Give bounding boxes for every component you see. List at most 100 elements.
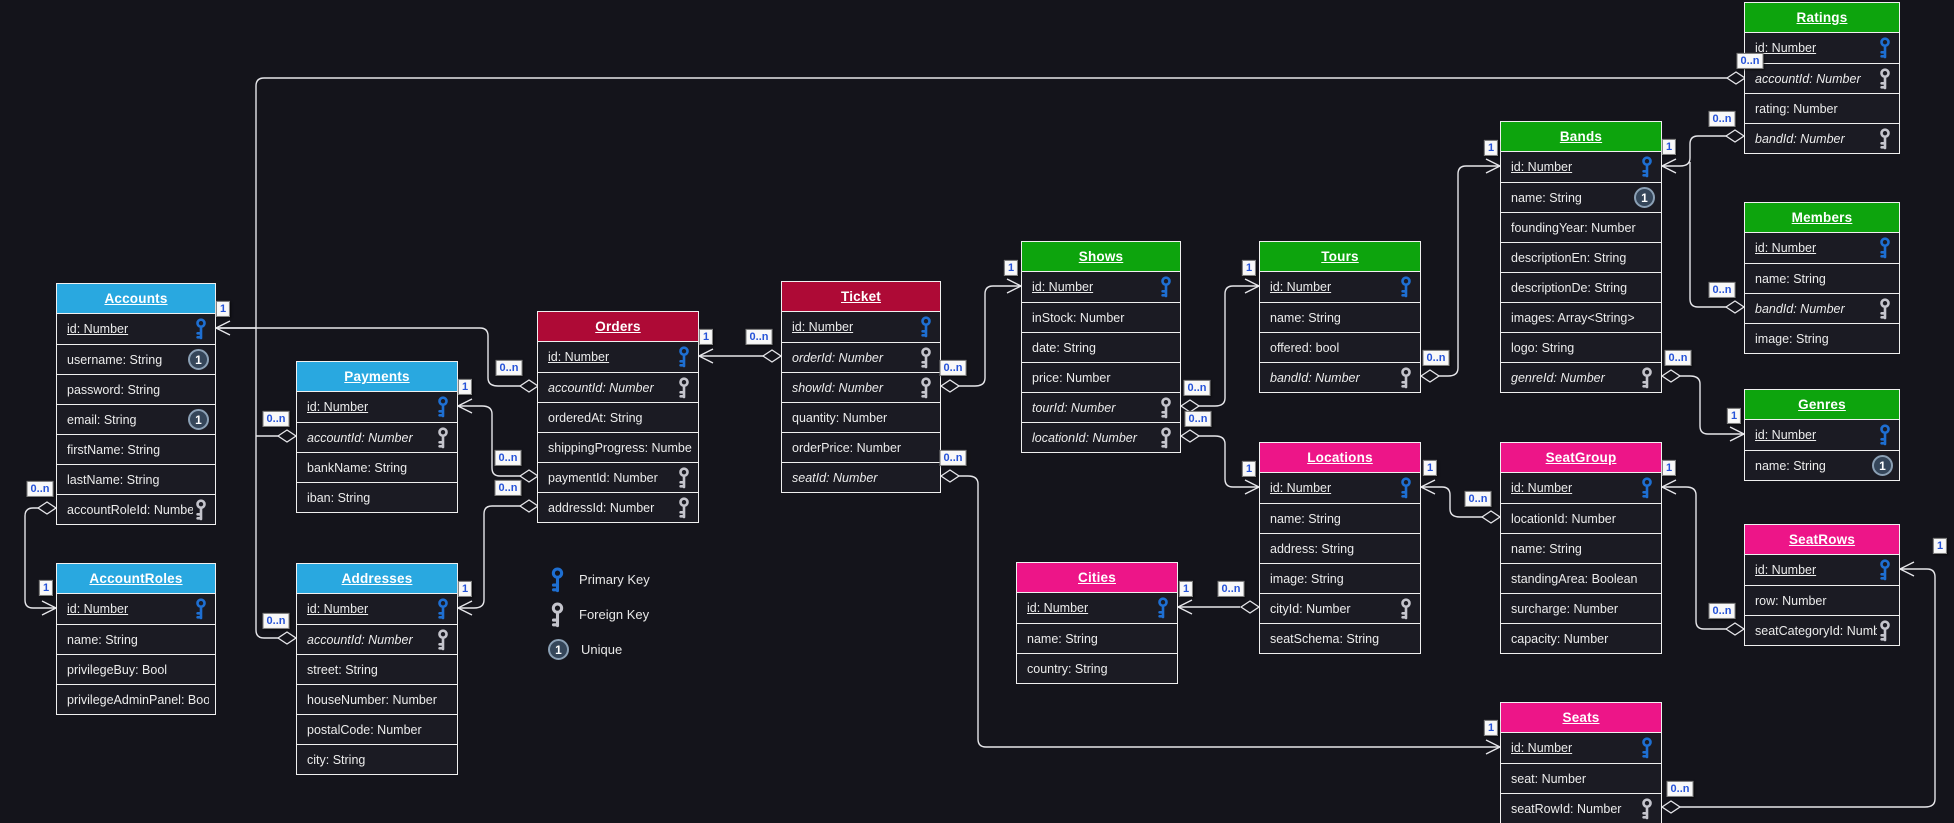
relationship-line xyxy=(1662,135,1727,167)
cardinality-label: 1 xyxy=(457,580,473,598)
field-label: name: String xyxy=(1511,541,1582,556)
field-label: id: Number xyxy=(1511,741,1573,755)
field-label: image: String xyxy=(1755,331,1829,346)
field-row: cityId: Number xyxy=(1260,593,1420,623)
field-label: id: Number xyxy=(1511,481,1573,495)
table-ticket[interactable]: Ticket id: Number orderId: Number showId… xyxy=(781,281,941,493)
field-row: genreId: Number xyxy=(1501,362,1661,392)
table-title: Orders xyxy=(595,319,641,334)
field-row: accountId: Number xyxy=(1745,63,1899,93)
field-label: addressId: Number xyxy=(548,500,655,515)
cardinality-diamond xyxy=(761,349,783,363)
table-ratings[interactable]: Ratings id: Number accountId: Number rat… xyxy=(1744,2,1900,154)
relationship-line xyxy=(1662,486,1727,630)
table-tours[interactable]: Tours id: Number name: String offered: bo… xyxy=(1259,241,1421,393)
table-title: Tours xyxy=(1321,249,1359,264)
field-label: seat: Number xyxy=(1511,771,1587,786)
table-rows: id: Number name: String 1 xyxy=(1745,420,1899,480)
table-bands[interactable]: Bands id: Number name: String 1 foundingYe… xyxy=(1500,121,1662,393)
table-rows: id: Number row: Number seatCategoryId: Nu… xyxy=(1745,555,1899,645)
table-seatrows[interactable]: SeatRows id: Number row: Number seatCateg… xyxy=(1744,524,1900,646)
cardinality-diamond xyxy=(1179,429,1201,443)
field-row: name: String xyxy=(57,624,215,654)
field-label: accountId: Number xyxy=(1755,71,1861,86)
table-accountroles[interactable]: AccountRoles id: Number name: String priv… xyxy=(56,563,216,715)
field-row: images: Array<String> xyxy=(1501,302,1661,332)
field-row: id: Number xyxy=(297,594,457,624)
table-title: Addresses xyxy=(341,571,413,586)
table-rows: id: Number name: String 1 foundingYear: Nu… xyxy=(1501,152,1661,392)
relationship-line xyxy=(1671,375,1744,435)
table-genres[interactable]: Genres id: Number name: String 1 xyxy=(1744,389,1900,481)
primary-key-icon xyxy=(1880,37,1890,59)
field-label: price: Number xyxy=(1032,370,1111,385)
table-header: Accounts xyxy=(57,284,215,314)
field-label: id: Number xyxy=(1270,280,1332,294)
legend-item: Primary Key xyxy=(548,562,650,597)
primary-key-icon xyxy=(1401,276,1411,298)
cardinality-label: 0..n xyxy=(745,328,773,346)
field-row: price: Number xyxy=(1022,362,1180,392)
foreign-key-icon xyxy=(1642,797,1652,819)
field-label: privilegeAdminPanel: Bool xyxy=(67,692,209,707)
field-label: rating: Number xyxy=(1755,101,1838,116)
table-seats[interactable]: Seats id: Number seat: Number seatRowId: … xyxy=(1500,702,1662,823)
table-title: Bands xyxy=(1559,129,1603,144)
table-orders[interactable]: Orders id: Number accountId: Number orde… xyxy=(537,311,699,523)
field-label: iban: String xyxy=(307,490,371,505)
field-label: id: Number xyxy=(1755,563,1817,577)
primary-key-icon xyxy=(921,316,931,338)
legend-label: Primary Key xyxy=(579,572,650,587)
table-members[interactable]: Members id: Number name: String bandId: N… xyxy=(1744,202,1900,354)
table-header: Genres xyxy=(1745,390,1899,420)
field-row: seatCategoryId: Number xyxy=(1745,615,1899,645)
cardinality-label: 1 xyxy=(1483,139,1499,157)
primary-key-icon xyxy=(551,566,564,592)
field-row: id: Number xyxy=(782,312,940,342)
field-label: bandId: Number xyxy=(1755,131,1845,146)
field-row: id: Number xyxy=(538,342,698,372)
table-locations[interactable]: Locations id: Number name: String address… xyxy=(1259,442,1421,654)
table-payments[interactable]: Payments id: Number accountId: Number ba… xyxy=(296,361,458,513)
relationship-line xyxy=(458,505,521,609)
cardinality-arrow xyxy=(697,348,714,364)
field-label: firstName: String xyxy=(67,442,161,457)
field-label: name: String xyxy=(1270,310,1341,325)
field-label: accountId: Number xyxy=(548,380,654,395)
field-row: locationId: Number xyxy=(1022,422,1180,452)
table-cities[interactable]: Cities id: Number name: String country: S… xyxy=(1016,562,1178,684)
table-header: Orders xyxy=(538,312,698,342)
field-row: privilegeBuy: Bool xyxy=(57,654,215,684)
foreign-key-icon xyxy=(679,466,689,488)
table-header: Members xyxy=(1745,203,1899,233)
field-row: postalCode: Number xyxy=(297,714,457,744)
table-seatgroup[interactable]: SeatGroup id: Number locationId: Number n… xyxy=(1500,442,1662,654)
table-shows[interactable]: Shows id: Number inStock: Number date: St… xyxy=(1021,241,1181,453)
field-row: id: Number xyxy=(1501,473,1661,503)
foreign-key-icon xyxy=(196,498,206,520)
field-label: id: Number xyxy=(67,322,129,336)
table-addresses[interactable]: Addresses id: Number accountId: Number s… xyxy=(296,563,458,775)
field-label: shippingProgress: Number xyxy=(548,440,692,455)
field-label: houseNumber: Number xyxy=(307,692,437,707)
unique-icon: 1 xyxy=(548,639,569,660)
table-title: Accounts xyxy=(104,291,168,306)
field-label: name: String xyxy=(1270,511,1341,526)
cardinality-label: 1 xyxy=(1241,460,1257,478)
field-label: seatSchema: String xyxy=(1270,631,1380,646)
table-accounts[interactable]: Accounts id: Number username: String 1 pas… xyxy=(56,283,216,525)
primary-key-icon xyxy=(1880,559,1890,581)
cardinality-diamond xyxy=(1660,369,1682,383)
cardinality-label: 1 xyxy=(1483,719,1499,737)
primary-key-icon xyxy=(679,346,689,368)
field-label: bandId: Number xyxy=(1755,301,1845,316)
field-label: genreId: Number xyxy=(1511,370,1605,385)
field-row: name: String xyxy=(1017,623,1177,653)
field-label: id: Number xyxy=(1755,428,1817,442)
field-label: capacity: Number xyxy=(1511,631,1609,646)
cardinality-diamond xyxy=(276,429,298,443)
field-row: seat: Number xyxy=(1501,763,1661,793)
primary-key-icon xyxy=(1642,737,1652,759)
relationship-line xyxy=(950,285,1021,387)
